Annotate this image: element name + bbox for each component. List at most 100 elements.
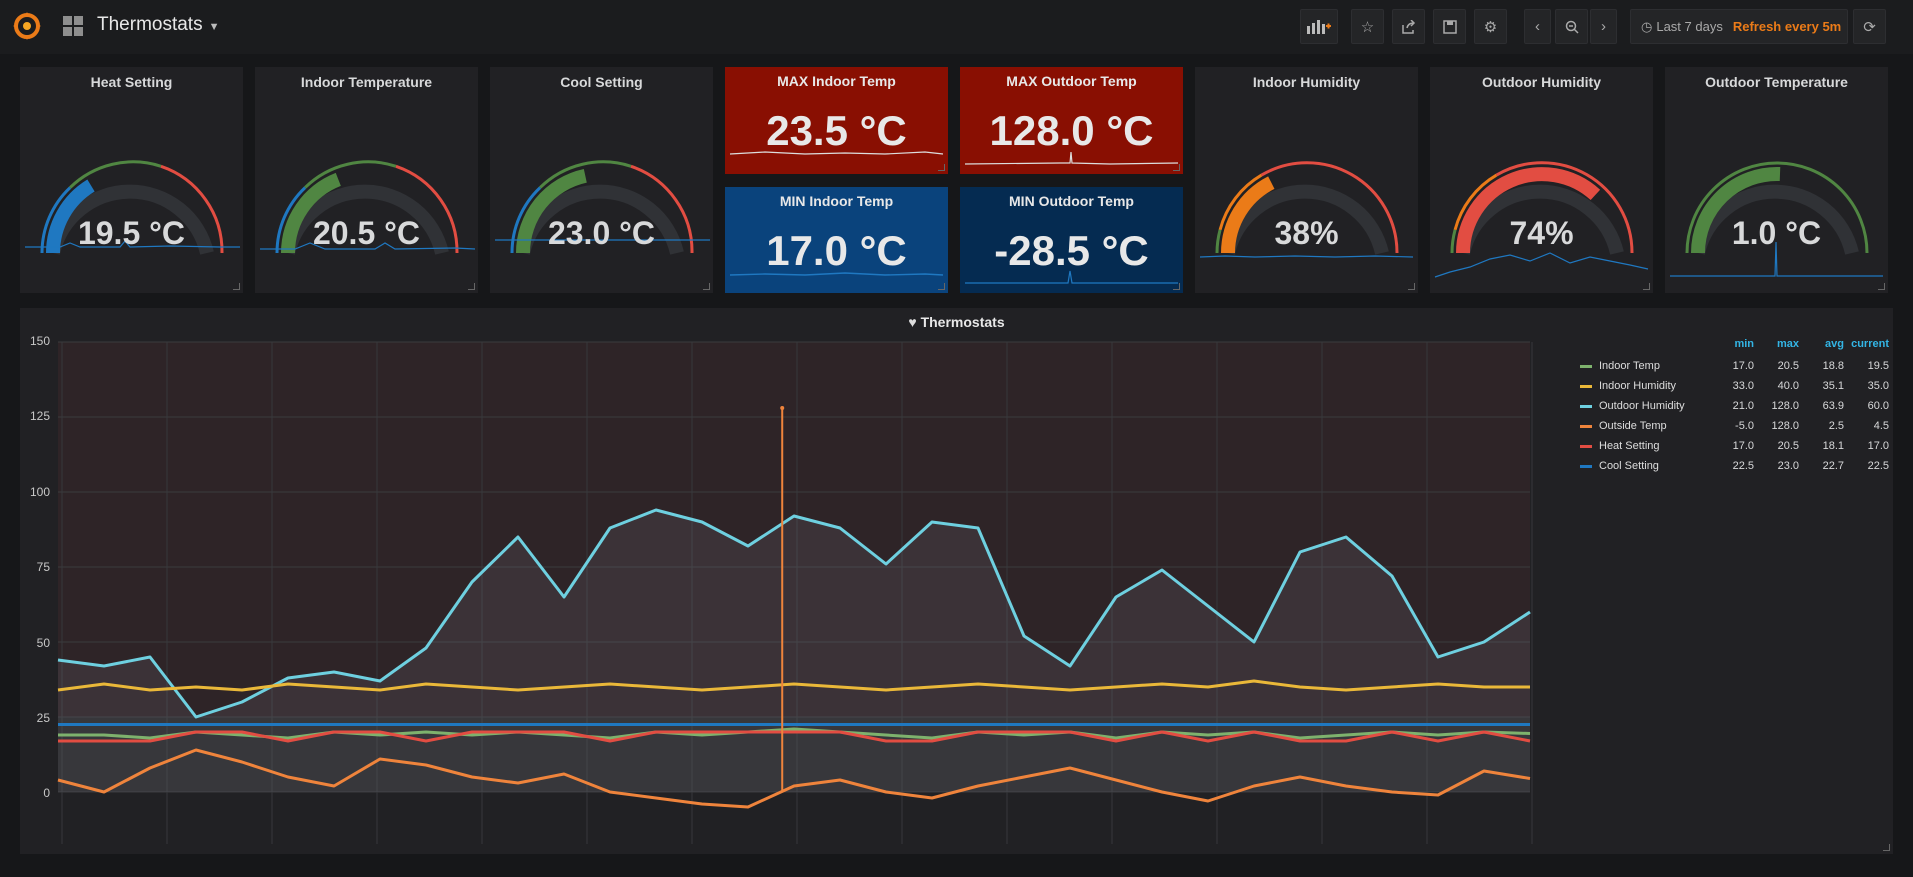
stat-value: 23.5 °C bbox=[766, 107, 907, 154]
series-line-outdoor-humidity bbox=[57, 508, 1531, 719]
panel-title: Outdoor Temperature bbox=[1705, 74, 1848, 90]
panel-resize-handle[interactable] bbox=[1643, 283, 1650, 290]
legend-row[interactable]: Indoor Temp 17.0 20.5 18.8 19.5 bbox=[1560, 356, 1890, 376]
stat-value: -28.5 °C bbox=[994, 227, 1149, 274]
y-tick-label: 0 bbox=[43, 786, 50, 800]
dashboard-grid-icon[interactable] bbox=[63, 16, 83, 36]
legend-row[interactable]: Outside Temp -5.0 128.0 2.5 4.5 bbox=[1560, 416, 1890, 436]
refresh-interval-label: Refresh every 5m bbox=[1732, 19, 1842, 34]
legend-swatch[interactable] bbox=[1580, 364, 1592, 368]
gauge-dial bbox=[1670, 161, 1883, 277]
gauge-panel-indoor-humidity: Indoor Humidity 38% bbox=[1195, 67, 1418, 293]
gauge-value: 74% bbox=[1509, 215, 1574, 251]
gauge-value: 1.0 °C bbox=[1731, 215, 1822, 251]
time-series-chart[interactable] bbox=[20, 308, 1550, 854]
panel-resize-handle[interactable] bbox=[1878, 283, 1885, 290]
panel-resize-handle[interactable] bbox=[468, 283, 475, 290]
panel-resize-handle[interactable] bbox=[1408, 283, 1415, 290]
legend-swatch[interactable] bbox=[1580, 444, 1592, 448]
legend-series-name[interactable]: Outdoor Humidity bbox=[1599, 400, 1685, 412]
grafana-logo-icon[interactable] bbox=[12, 11, 42, 41]
legend-row[interactable]: Heat Setting 17.0 20.5 18.1 17.0 bbox=[1560, 436, 1890, 456]
legend-swatch[interactable] bbox=[1580, 464, 1592, 468]
y-tick-label: 50 bbox=[36, 636, 50, 650]
refresh-button[interactable]: ⟳ bbox=[1853, 9, 1886, 44]
legend-max: 40.0 bbox=[1777, 380, 1799, 392]
legend-min: 17.0 bbox=[1732, 360, 1754, 372]
dashboard-title-text: Thermostats bbox=[97, 14, 203, 35]
panel-title: Cool Setting bbox=[560, 74, 643, 90]
series-spike-point bbox=[780, 406, 785, 410]
panel-resize-handle[interactable] bbox=[1883, 844, 1890, 851]
panel-resize-handle[interactable] bbox=[233, 283, 240, 290]
stat-value: 17.0 °C bbox=[766, 227, 907, 274]
y-tick-label: 150 bbox=[29, 334, 50, 348]
time-range-label: Last 7 days bbox=[1656, 19, 1723, 34]
legend-max: 128.0 bbox=[1771, 420, 1799, 432]
legend-avg: 35.1 bbox=[1822, 380, 1844, 392]
y-tick-label: 75 bbox=[36, 560, 50, 574]
add-panel-button[interactable] bbox=[1300, 9, 1338, 44]
gauge-panel-heat-setting: Heat Setting 19.5 °C bbox=[20, 67, 243, 293]
legend-series-name[interactable]: Indoor Temp bbox=[1599, 360, 1660, 372]
legend-header-current[interactable]: current bbox=[1851, 338, 1889, 350]
gauge-dial bbox=[260, 160, 476, 255]
legend-series-name[interactable]: Indoor Humidity bbox=[1599, 380, 1677, 392]
legend-current: 60.0 bbox=[1867, 400, 1889, 412]
series-line-heat-setting bbox=[58, 730, 1531, 743]
chevron-right-icon: › bbox=[1601, 18, 1606, 35]
sparkline bbox=[729, 272, 944, 276]
legend-header-avg[interactable]: avg bbox=[1825, 338, 1844, 350]
graph-title-text: Thermostats bbox=[920, 314, 1005, 330]
legend-avg: 22.7 bbox=[1822, 460, 1844, 472]
legend-current: 19.5 bbox=[1867, 360, 1889, 372]
legend-max: 128.0 bbox=[1771, 400, 1799, 412]
gauge-panel-cool-setting: Cool Setting 23.0 °C bbox=[490, 67, 713, 293]
panel-resize-handle[interactable] bbox=[938, 283, 945, 290]
legend-swatch[interactable] bbox=[1580, 384, 1592, 388]
dashboard-title[interactable]: Thermostats ▼ bbox=[97, 14, 219, 36]
legend-current: 35.0 bbox=[1867, 380, 1889, 392]
star-icon: ☆ bbox=[1360, 18, 1375, 36]
zoom-out-button[interactable] bbox=[1555, 9, 1588, 44]
stat-panel-max-indoor-temp: MAX Indoor Temp 23.5 °C bbox=[725, 67, 948, 174]
panel-resize-handle[interactable] bbox=[938, 164, 945, 171]
legend-max: 20.5 bbox=[1777, 360, 1799, 372]
panel-resize-handle[interactable] bbox=[1173, 283, 1180, 290]
settings-button[interactable]: ⚙ bbox=[1474, 9, 1507, 44]
legend-series-name[interactable]: Outside Temp bbox=[1599, 420, 1667, 432]
gauge-dial bbox=[495, 160, 710, 255]
legend-swatch[interactable] bbox=[1580, 404, 1592, 408]
legend-row[interactable]: Cool Setting 22.5 23.0 22.7 22.5 bbox=[1560, 456, 1890, 476]
legend-series-name[interactable]: Heat Setting bbox=[1599, 440, 1660, 452]
share-button[interactable] bbox=[1392, 9, 1425, 44]
legend-min: 21.0 bbox=[1732, 400, 1754, 412]
y-tick-label: 100 bbox=[29, 485, 50, 499]
graph-title[interactable]: ♥ Thermostats bbox=[20, 314, 1893, 330]
save-button[interactable] bbox=[1433, 9, 1466, 44]
panel-resize-handle[interactable] bbox=[703, 283, 710, 290]
legend-swatch[interactable] bbox=[1580, 424, 1592, 428]
sparkline bbox=[729, 151, 944, 155]
time-picker[interactable]: ◷ Last 7 days Refresh every 5m bbox=[1630, 9, 1848, 44]
legend-header-max[interactable]: max bbox=[1776, 338, 1799, 350]
graph-panel-thermostats: ♥ Thermostats 150 125 100 75 50 25 0 min… bbox=[20, 308, 1893, 854]
legend-avg: 63.9 bbox=[1822, 400, 1844, 412]
time-forward-button[interactable]: › bbox=[1590, 9, 1617, 44]
top-navbar: Thermostats ▼ ☆ ⚙ ‹ › ◷ Last 7 days Refre… bbox=[0, 0, 1913, 54]
legend-row[interactable]: Outdoor Humidity 21.0 128.0 63.9 60.0 bbox=[1560, 396, 1890, 416]
panel-title: Indoor Temperature bbox=[300, 74, 433, 90]
legend-header: min max avg current bbox=[1560, 338, 1890, 356]
gauge-value: 23.0 °C bbox=[547, 215, 656, 251]
legend-header-min[interactable]: min bbox=[1734, 338, 1754, 350]
star-button[interactable]: ☆ bbox=[1351, 9, 1384, 44]
heart-icon: ♥ bbox=[908, 314, 917, 330]
panel-resize-handle[interactable] bbox=[1173, 164, 1180, 171]
legend-min: 33.0 bbox=[1732, 380, 1754, 392]
stat-panel-max-outdoor-temp: MAX Outdoor Temp 128.0 °C bbox=[960, 67, 1183, 174]
time-back-button[interactable]: ‹ bbox=[1524, 9, 1551, 44]
legend-series-name[interactable]: Cool Setting bbox=[1599, 460, 1659, 472]
legend-row[interactable]: Indoor Humidity 33.0 40.0 35.1 35.0 bbox=[1560, 376, 1890, 396]
chevron-left-icon: ‹ bbox=[1535, 18, 1540, 35]
add-panel-icon bbox=[1307, 19, 1331, 34]
